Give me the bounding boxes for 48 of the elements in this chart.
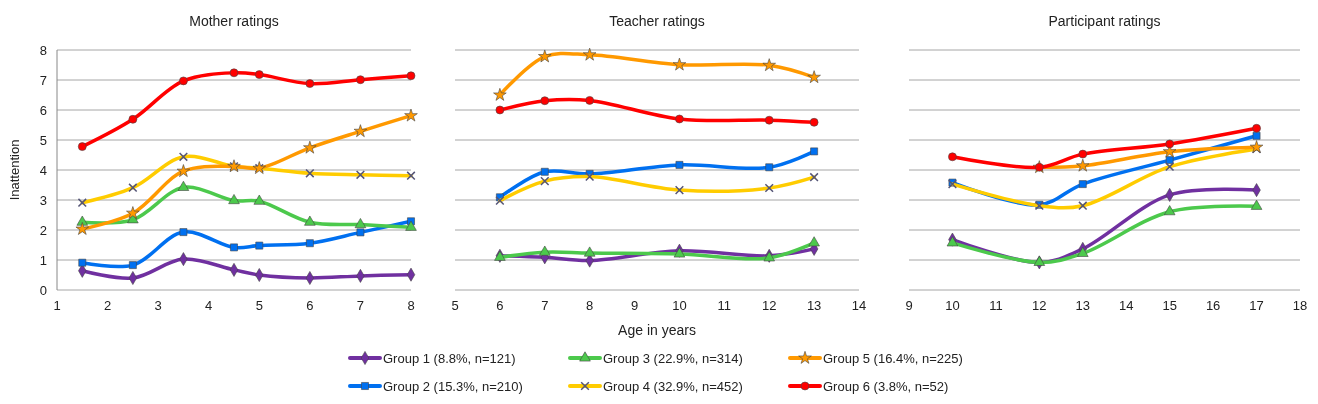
- y-tick-label: 2: [39, 223, 47, 238]
- x-tick-label: 10: [945, 298, 960, 313]
- x-tick-label: 6: [496, 298, 504, 313]
- x-tick-label: 5: [255, 298, 263, 313]
- y-axis-title: Inattention: [7, 139, 22, 201]
- x-tick-label: 1: [53, 298, 61, 313]
- x-tick-label: 13: [1075, 298, 1091, 313]
- x-tick-label: 6: [306, 298, 314, 313]
- x-tick-label: 12: [761, 298, 777, 313]
- x-tick-label: 9: [630, 298, 639, 313]
- y-tick-label: 8: [39, 43, 47, 58]
- legend-label: Group 2 (15.3%, n=210): [383, 379, 523, 394]
- chart-title: Participant ratings: [1048, 13, 1161, 29]
- x-tick-label: 14: [1118, 298, 1134, 313]
- x-tick-label: 2: [103, 298, 112, 313]
- legend-label: Group 6 (3.8%, n=52): [823, 379, 949, 394]
- x-tick-label: 14: [851, 298, 867, 313]
- chart-title: Teacher ratings: [609, 13, 705, 29]
- x-tick-label: 13: [806, 298, 822, 313]
- legend-label: Group 4 (32.9%, n=452): [603, 379, 743, 394]
- y-tick-label: 4: [39, 163, 47, 178]
- y-tick-label: 7: [39, 73, 47, 88]
- y-tick-label: 0: [39, 283, 47, 298]
- y-tick-label: 1: [39, 253, 47, 268]
- x-tick-label: 4: [205, 298, 213, 313]
- chart-title: Mother ratings: [189, 13, 279, 29]
- x-tick-label: 17: [1249, 298, 1264, 313]
- legend-label: Group 3 (22.9%, n=314): [603, 351, 743, 366]
- x-tick-label: 16: [1205, 298, 1221, 313]
- x-tick-label: 12: [1032, 298, 1047, 313]
- x-axis-title: Age in years: [618, 322, 696, 338]
- y-tick-label: 3: [39, 193, 47, 208]
- y-tick-label: 5: [39, 133, 47, 148]
- x-tick-label: 7: [356, 298, 365, 313]
- x-tick-label: 18: [1292, 298, 1308, 313]
- x-tick-label: 8: [586, 298, 594, 313]
- x-tick-label: 3: [154, 298, 162, 313]
- x-tick-label: 11: [717, 298, 732, 313]
- x-tick-label: 7: [541, 298, 549, 313]
- y-tick-label: 6: [39, 103, 47, 118]
- legend-label: Group 1 (8.8%, n=121): [383, 351, 516, 366]
- x-tick-label: 15: [1162, 298, 1177, 313]
- x-tick-label: 9: [905, 298, 913, 313]
- x-tick-label: 8: [407, 298, 415, 313]
- x-tick-label: 10: [672, 298, 687, 313]
- legend-label: Group 5 (16.4%, n=225): [823, 351, 963, 366]
- x-tick-label: 11: [989, 298, 1003, 313]
- x-tick-label: 5: [451, 298, 459, 313]
